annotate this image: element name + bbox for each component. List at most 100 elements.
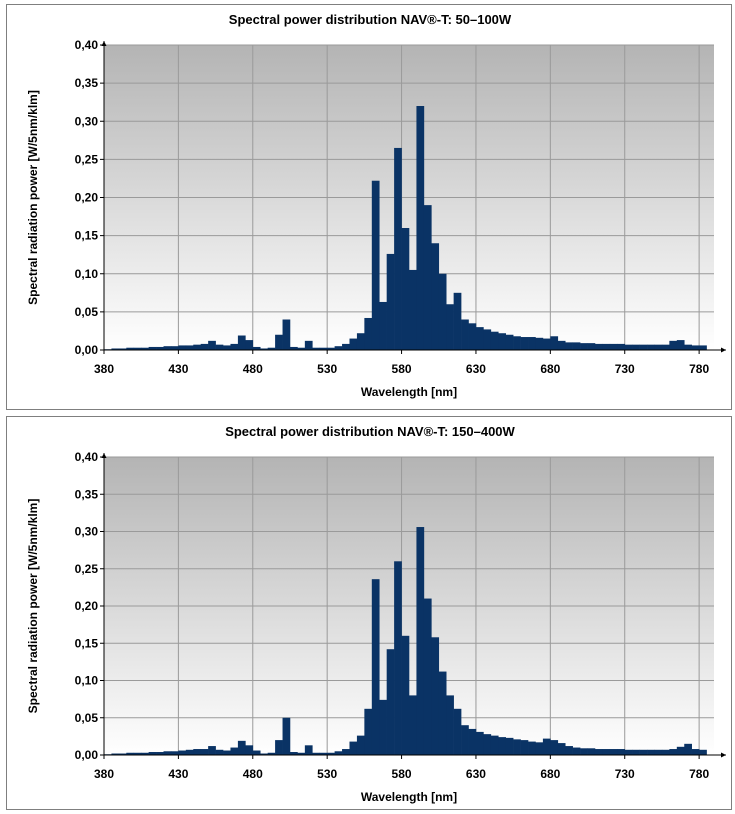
bar (624, 344, 633, 350)
bar (394, 561, 402, 755)
bar (260, 753, 268, 755)
bar (669, 340, 678, 350)
bar (156, 752, 164, 755)
bar (513, 336, 521, 350)
bar (587, 343, 596, 350)
x-tick-label: 680 (540, 767, 560, 781)
bar (208, 340, 216, 350)
x-tick-label: 530 (317, 362, 337, 376)
chart-panel-1: 380 430 480 530 580 630 680 730 780 0,00 0,05 0,10 0… (6, 4, 732, 410)
bar (185, 749, 194, 755)
bar (550, 336, 559, 350)
bar (193, 344, 202, 350)
bar (401, 228, 410, 350)
x-tick-label: 380 (94, 362, 114, 376)
bar (364, 317, 373, 350)
x-tick-label: 580 (392, 767, 412, 781)
x-axis-title: Wavelength [nm] (361, 385, 457, 399)
bar (684, 743, 692, 755)
bar (438, 671, 447, 755)
bar (267, 752, 276, 755)
bar (513, 739, 521, 755)
y-tick-label: 0,40 (75, 450, 99, 464)
bar (453, 292, 462, 350)
x-tick-label: 680 (540, 362, 560, 376)
bar (483, 329, 492, 350)
x-tick-label: 630 (466, 362, 486, 376)
bar (156, 346, 164, 350)
bar (528, 741, 536, 755)
x-axis-arrow (721, 752, 726, 758)
bar (468, 323, 477, 350)
bar (260, 348, 268, 350)
bar (542, 338, 551, 350)
x-tick-label: 580 (392, 362, 412, 376)
bar (461, 725, 469, 755)
bar (654, 749, 663, 755)
bar (409, 695, 417, 755)
bar (416, 106, 425, 350)
y-tick-label: 0,20 (75, 191, 99, 205)
bar (170, 346, 179, 350)
bar (237, 335, 246, 350)
bar (691, 345, 700, 350)
y-tick-label: 0,40 (75, 38, 99, 52)
bar (349, 741, 358, 755)
bar (587, 748, 596, 755)
bar (371, 579, 380, 755)
bar (223, 750, 231, 755)
bar (676, 340, 685, 350)
bar (483, 734, 492, 755)
bar (215, 344, 224, 350)
y-tick-label: 0,10 (75, 674, 99, 688)
y-axis-title: Spectral radiation power [W/5nm/klm] (26, 499, 40, 714)
bar (423, 598, 432, 755)
bar (133, 347, 142, 350)
bar (699, 749, 707, 755)
bar (141, 752, 149, 755)
bar (327, 347, 335, 350)
y-tick-label: 0,35 (75, 76, 99, 90)
x-tick-label: 780 (689, 767, 709, 781)
bar (602, 749, 611, 755)
y-tick-label: 0,25 (75, 562, 99, 576)
bar (334, 346, 343, 350)
x-tick-label: 780 (689, 362, 709, 376)
bar (565, 342, 573, 350)
bar (371, 180, 380, 350)
bar (319, 752, 328, 755)
bar (416, 527, 425, 755)
bar (453, 708, 462, 755)
bar (252, 346, 261, 350)
y-tick-label: 0,05 (75, 305, 99, 319)
bar (356, 735, 365, 755)
bar (632, 749, 640, 755)
bar (431, 637, 440, 755)
bar (364, 708, 373, 755)
bar (275, 740, 283, 755)
bar (624, 749, 633, 755)
bar (699, 345, 707, 350)
chart-svg: 380 430 480 530 580 630 680 730 780 0,00 0,05 0,10 0… (26, 12, 726, 399)
bar (528, 337, 536, 350)
x-tick-label: 630 (466, 767, 486, 781)
bar (520, 740, 529, 755)
bar (193, 749, 202, 755)
y-tick-label: 0,35 (75, 487, 99, 501)
bar (565, 746, 573, 755)
bar (126, 347, 135, 350)
bar (676, 746, 685, 755)
bar (386, 253, 395, 350)
bar (647, 344, 655, 350)
bar (580, 748, 588, 755)
bar (409, 269, 417, 350)
bar (661, 344, 670, 350)
bar (423, 205, 432, 350)
bar (461, 319, 469, 350)
x-axis-arrow (721, 347, 726, 353)
bar (282, 717, 291, 755)
y-tick-label: 0,00 (75, 343, 99, 357)
bar (661, 749, 670, 755)
chart-svg: 380 430 480 530 580 630 680 730 780 0,00 0,05 0,10 0… (26, 424, 726, 804)
bar (691, 749, 700, 755)
